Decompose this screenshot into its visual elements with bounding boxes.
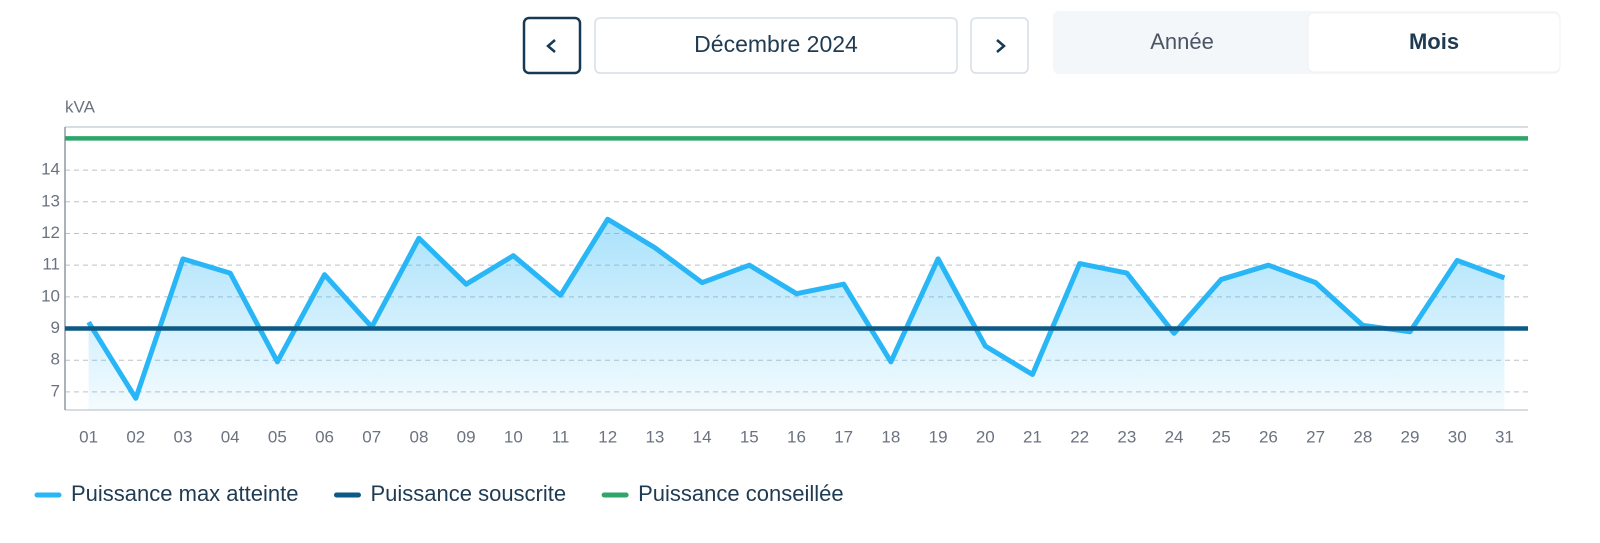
x-tick-label: 05 — [268, 427, 287, 446]
x-tick-label: 17 — [834, 427, 853, 446]
next-button[interactable] — [970, 17, 1029, 74]
x-tick-label: 28 — [1353, 427, 1372, 446]
legend-label: Puissance conseillée — [638, 481, 843, 506]
x-tick-label: 23 — [1117, 427, 1136, 446]
x-tick-label: 26 — [1259, 427, 1278, 446]
x-tick-label: 21 — [1023, 427, 1042, 446]
x-tick-label: 25 — [1212, 427, 1231, 446]
y-tick-label: 7 — [51, 381, 60, 400]
y-tick-label: 13 — [41, 191, 60, 210]
x-tick-label: 20 — [976, 427, 995, 446]
x-tick-label: 24 — [1165, 427, 1184, 446]
area — [88, 219, 1505, 410]
x-tick-label: 16 — [787, 427, 806, 446]
x-tick-label: 30 — [1448, 427, 1467, 446]
legend-label: Puissance max atteinte — [71, 481, 298, 506]
x-tick-label: 27 — [1306, 427, 1325, 446]
toggle-option[interactable]: Année — [1150, 29, 1214, 54]
y-tick-label: 10 — [41, 286, 60, 305]
x-tick-label: 29 — [1401, 427, 1420, 446]
x-tick-label: 09 — [457, 427, 476, 446]
y-tick-label: 12 — [41, 223, 60, 242]
toggle-selected — [1307, 12, 1561, 73]
x-tick-label: 10 — [504, 427, 523, 446]
y-tick-label: 14 — [41, 160, 60, 179]
x-tick-label: 01 — [79, 427, 98, 446]
y-unit: kVA — [65, 97, 96, 116]
x-tick-label: 02 — [126, 427, 145, 446]
x-tick-label: 07 — [362, 427, 381, 446]
x-tick-label: 03 — [174, 427, 193, 446]
x-tick-label: 11 — [552, 427, 570, 446]
x-tick-label: 18 — [881, 427, 900, 446]
x-tick-label: 14 — [693, 427, 712, 446]
x-tick-label: 15 — [740, 427, 759, 446]
x-tick-label: 22 — [1070, 427, 1089, 446]
x-tick-label: 19 — [929, 427, 948, 446]
prev-button[interactable] — [522, 16, 582, 75]
x-tick-label: 12 — [598, 427, 617, 446]
y-tick-label: 8 — [51, 350, 60, 369]
x-tick-label: 08 — [409, 427, 428, 446]
x-tick-label: 31 — [1495, 427, 1514, 446]
period-label: Décembre 2024 — [694, 31, 858, 57]
x-tick-label: 06 — [315, 427, 334, 446]
toggle-option[interactable]: Mois — [1409, 29, 1459, 54]
x-tick-label: 04 — [221, 427, 240, 446]
y-tick-label: 9 — [51, 318, 60, 337]
legend-label: Puissance souscrite — [370, 481, 566, 506]
period-box — [594, 17, 958, 74]
line — [86, 216, 1506, 401]
x-tick-label: 13 — [645, 427, 664, 446]
y-tick-label: 11 — [42, 255, 60, 274]
